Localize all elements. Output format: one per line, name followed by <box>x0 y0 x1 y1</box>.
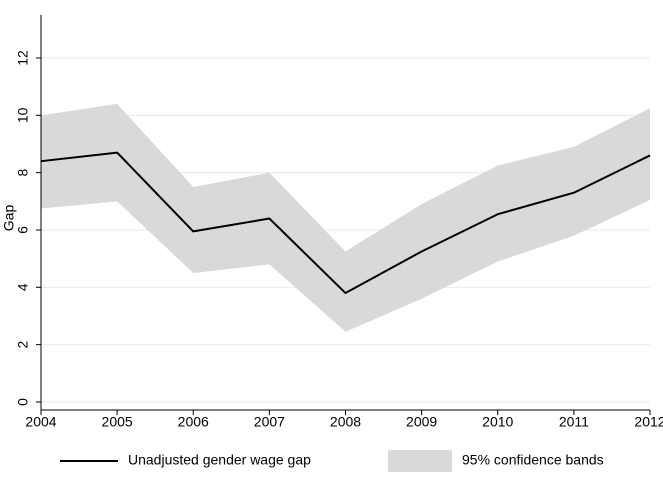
y-tick-label: 2 <box>15 341 31 349</box>
legend-swatch <box>388 450 452 472</box>
x-tick-label: 2011 <box>559 414 589 430</box>
y-tick-label: 0 <box>15 398 31 406</box>
y-axis-label: Gap <box>1 205 17 232</box>
x-tick-label: 2005 <box>102 414 133 430</box>
legend-label: 95% confidence bands <box>462 452 604 468</box>
y-tick-label: 4 <box>15 283 31 291</box>
x-tick-label: 2012 <box>634 414 663 430</box>
gap-line <box>40 151 651 295</box>
y-tick-label: 12 <box>15 50 31 66</box>
x-tick-label: 2006 <box>178 414 209 430</box>
confidence-band <box>41 103 650 332</box>
x-tick-label: 2007 <box>254 414 285 430</box>
y-tick-label: 6 <box>15 226 31 234</box>
y-tick-label: 10 <box>15 107 31 123</box>
y-tick-label: 8 <box>15 169 31 177</box>
legend-label: Unadjusted gender wage gap <box>128 452 311 468</box>
x-tick-label: 2010 <box>482 414 513 430</box>
x-tick-label: 2004 <box>25 414 56 430</box>
x-tick-label: 2009 <box>406 414 437 430</box>
x-tick-label: 2008 <box>330 414 361 430</box>
